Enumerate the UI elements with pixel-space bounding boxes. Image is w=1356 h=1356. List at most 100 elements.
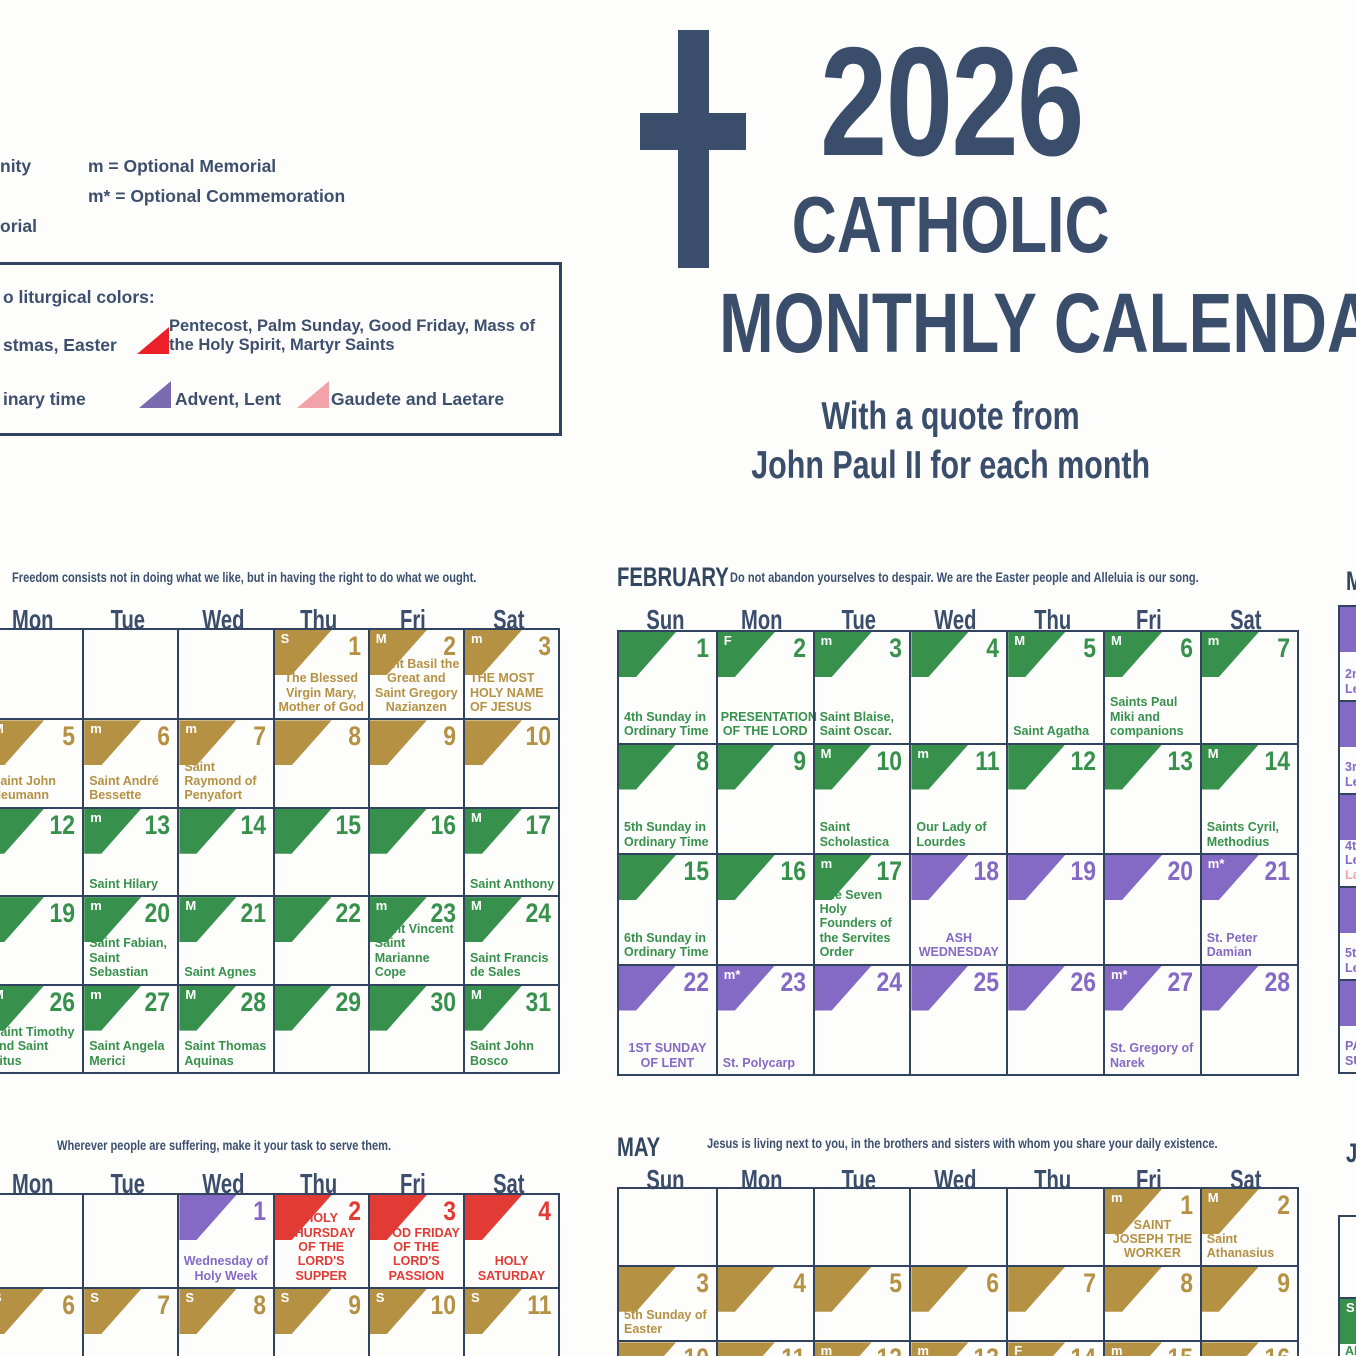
day-cell: 30 — [367, 983, 463, 1072]
day-number: 8 — [696, 745, 709, 776]
day-cell: M 5 Saint Agatha — [1006, 632, 1103, 743]
day-cell: STHE MOST HOLY BODY AND BLOOD OF CHRIST — [1340, 1297, 1356, 1356]
day-cell: 2 HOLY THURSDAY OF THE LORD'S SUPPER — [272, 1195, 368, 1287]
rank-marker: S — [1346, 1300, 1355, 1315]
day-number: 4 — [538, 1196, 552, 1226]
weekday-header: Sat — [1230, 604, 1262, 635]
day-cell: 12 — [1006, 742, 1103, 853]
feast-label: St. Polycarp — [722, 1055, 796, 1070]
day-number: 22 — [683, 966, 709, 997]
day-number: 10 — [430, 1290, 456, 1320]
feast-label: Saint Raymond of Penyafort — [184, 759, 257, 803]
day-number: 26 — [49, 986, 76, 1017]
liturgical-triangle — [1008, 744, 1066, 790]
rank-marker: m — [470, 631, 483, 646]
day-number: 2 — [1276, 1190, 1290, 1220]
day-cell: 1 4th Sunday in Ordinary Time — [619, 632, 716, 743]
liturgical-triangle — [717, 1342, 775, 1356]
day-number: 19 — [49, 898, 76, 929]
day-number: 6 — [1180, 633, 1193, 663]
day-number: 3 — [538, 631, 552, 661]
month-title: JUNE — [1346, 1138, 1356, 1169]
liturgical-triangle — [1340, 888, 1356, 933]
day-number: 13 — [144, 809, 171, 840]
rank-marker: M — [1110, 633, 1122, 648]
day-cell: 26 — [1006, 963, 1103, 1074]
day-cell: 9 — [367, 718, 463, 807]
liturgical-triangle — [1340, 1299, 1356, 1344]
day-number: 6 — [62, 1290, 76, 1320]
feast-label: Saint Anthony — [469, 876, 555, 891]
liturgical-triangle — [619, 1266, 676, 1312]
day-cell: 3 5th Sunday of Easter — [619, 1264, 716, 1341]
month-grid: 2nd Sunday of Lent 3rd Sunday of Lent 4th … — [1338, 605, 1356, 1074]
day-number: 15 — [335, 809, 361, 840]
day-cell: m 1 SAINT JOSEPH THE WORKER — [1102, 1189, 1200, 1265]
day-cell: 9 — [1199, 1264, 1297, 1341]
legend-colors-box: o liturgical colors: stmas, Easter Pente… — [0, 262, 562, 436]
day-number: 24 — [876, 966, 903, 997]
liturgical-triangle — [179, 808, 237, 854]
day-cell: 22 1ST SUNDAY OF LENT — [619, 963, 716, 1075]
day-number: 15 — [683, 856, 709, 886]
day-number: 5 — [889, 1267, 903, 1298]
day-cell: m 3 Saint Blaise, Saint Oscar. — [812, 632, 910, 743]
day-number: 16 — [780, 856, 806, 886]
day-number: 15 — [1167, 1345, 1193, 1356]
liturgical-triangle — [619, 632, 676, 677]
day-cell — [177, 630, 272, 719]
day-cell: m 27 Saint Angela Merici — [82, 983, 178, 1072]
day-cell: 6 — [909, 1264, 1007, 1341]
day-number: 21 — [1264, 856, 1290, 886]
liturgical-triangle — [274, 808, 332, 854]
red-triangle-icon — [137, 327, 169, 354]
rank-marker: m — [90, 721, 102, 737]
liturgical-triangle — [619, 965, 676, 1011]
day-cell: 8 — [272, 718, 368, 807]
feast-label: Saint Scholastica — [819, 820, 890, 849]
rank-marker: M — [470, 986, 482, 1002]
rank-marker: M — [375, 631, 387, 646]
day-number: 10 — [683, 1345, 709, 1356]
day-cell: m* 21 St. Peter Damian — [1199, 853, 1297, 964]
liturgical-triangle — [369, 720, 427, 766]
liturgical-triangle — [1340, 607, 1356, 652]
day-number: 13 — [1167, 745, 1193, 776]
rank-marker: M — [1207, 745, 1219, 761]
day-number: 23 — [780, 966, 806, 997]
day-cell: 3rd Sunday of Lent — [1340, 700, 1356, 793]
weekday-header: Wed — [934, 604, 977, 635]
weekday-header: Mon — [741, 604, 783, 635]
day-cell: 28 — [1199, 963, 1297, 1074]
legend-optional-commemoration: m* = Optional Commemoration — [88, 186, 346, 206]
day-cell: 15 — [272, 806, 368, 896]
rank-marker: S — [280, 631, 290, 646]
feast-label: Saint Basil the Great and Saint Gregory … — [373, 656, 460, 715]
day-number: 7 — [157, 1290, 171, 1320]
day-number: 13 — [974, 1345, 1000, 1356]
day-cell — [619, 1189, 716, 1265]
day-number: 1 — [696, 633, 709, 663]
day-number: 8 — [1180, 1267, 1193, 1298]
liturgical-triangle — [179, 1195, 237, 1240]
day-number: 21 — [240, 898, 266, 929]
liturgical-triangle — [1340, 795, 1356, 840]
liturgical-triangle — [464, 720, 522, 766]
title-subtitle1: With a quote from — [821, 395, 1081, 439]
day-number: 1 — [252, 1196, 266, 1226]
month-grid: STHE MOST HOLY BODY AND BLOOD OF CHRIST — [1338, 1215, 1356, 1356]
day-number: 29 — [335, 986, 361, 1017]
feast-label: Saint Agatha — [1013, 724, 1090, 739]
day-cell: m 20 Saint Fabian, Saint Sebastian — [82, 895, 178, 984]
liturgical-triangle — [1340, 702, 1356, 747]
day-cell: S 1 The Blessed Virgin Mary, Mother of God — [272, 630, 368, 719]
liturgical-triangle — [911, 965, 969, 1011]
rank-marker: S — [0, 1290, 2, 1306]
legend-white-label: stmas, Easter — [3, 335, 117, 355]
day-cell: m 23 Saint Vincent Saint Marianne Cope — [367, 895, 463, 984]
day-cell: 14 — [177, 806, 273, 896]
day-cell: 10 — [619, 1340, 716, 1356]
liturgical-triangle — [369, 808, 427, 854]
